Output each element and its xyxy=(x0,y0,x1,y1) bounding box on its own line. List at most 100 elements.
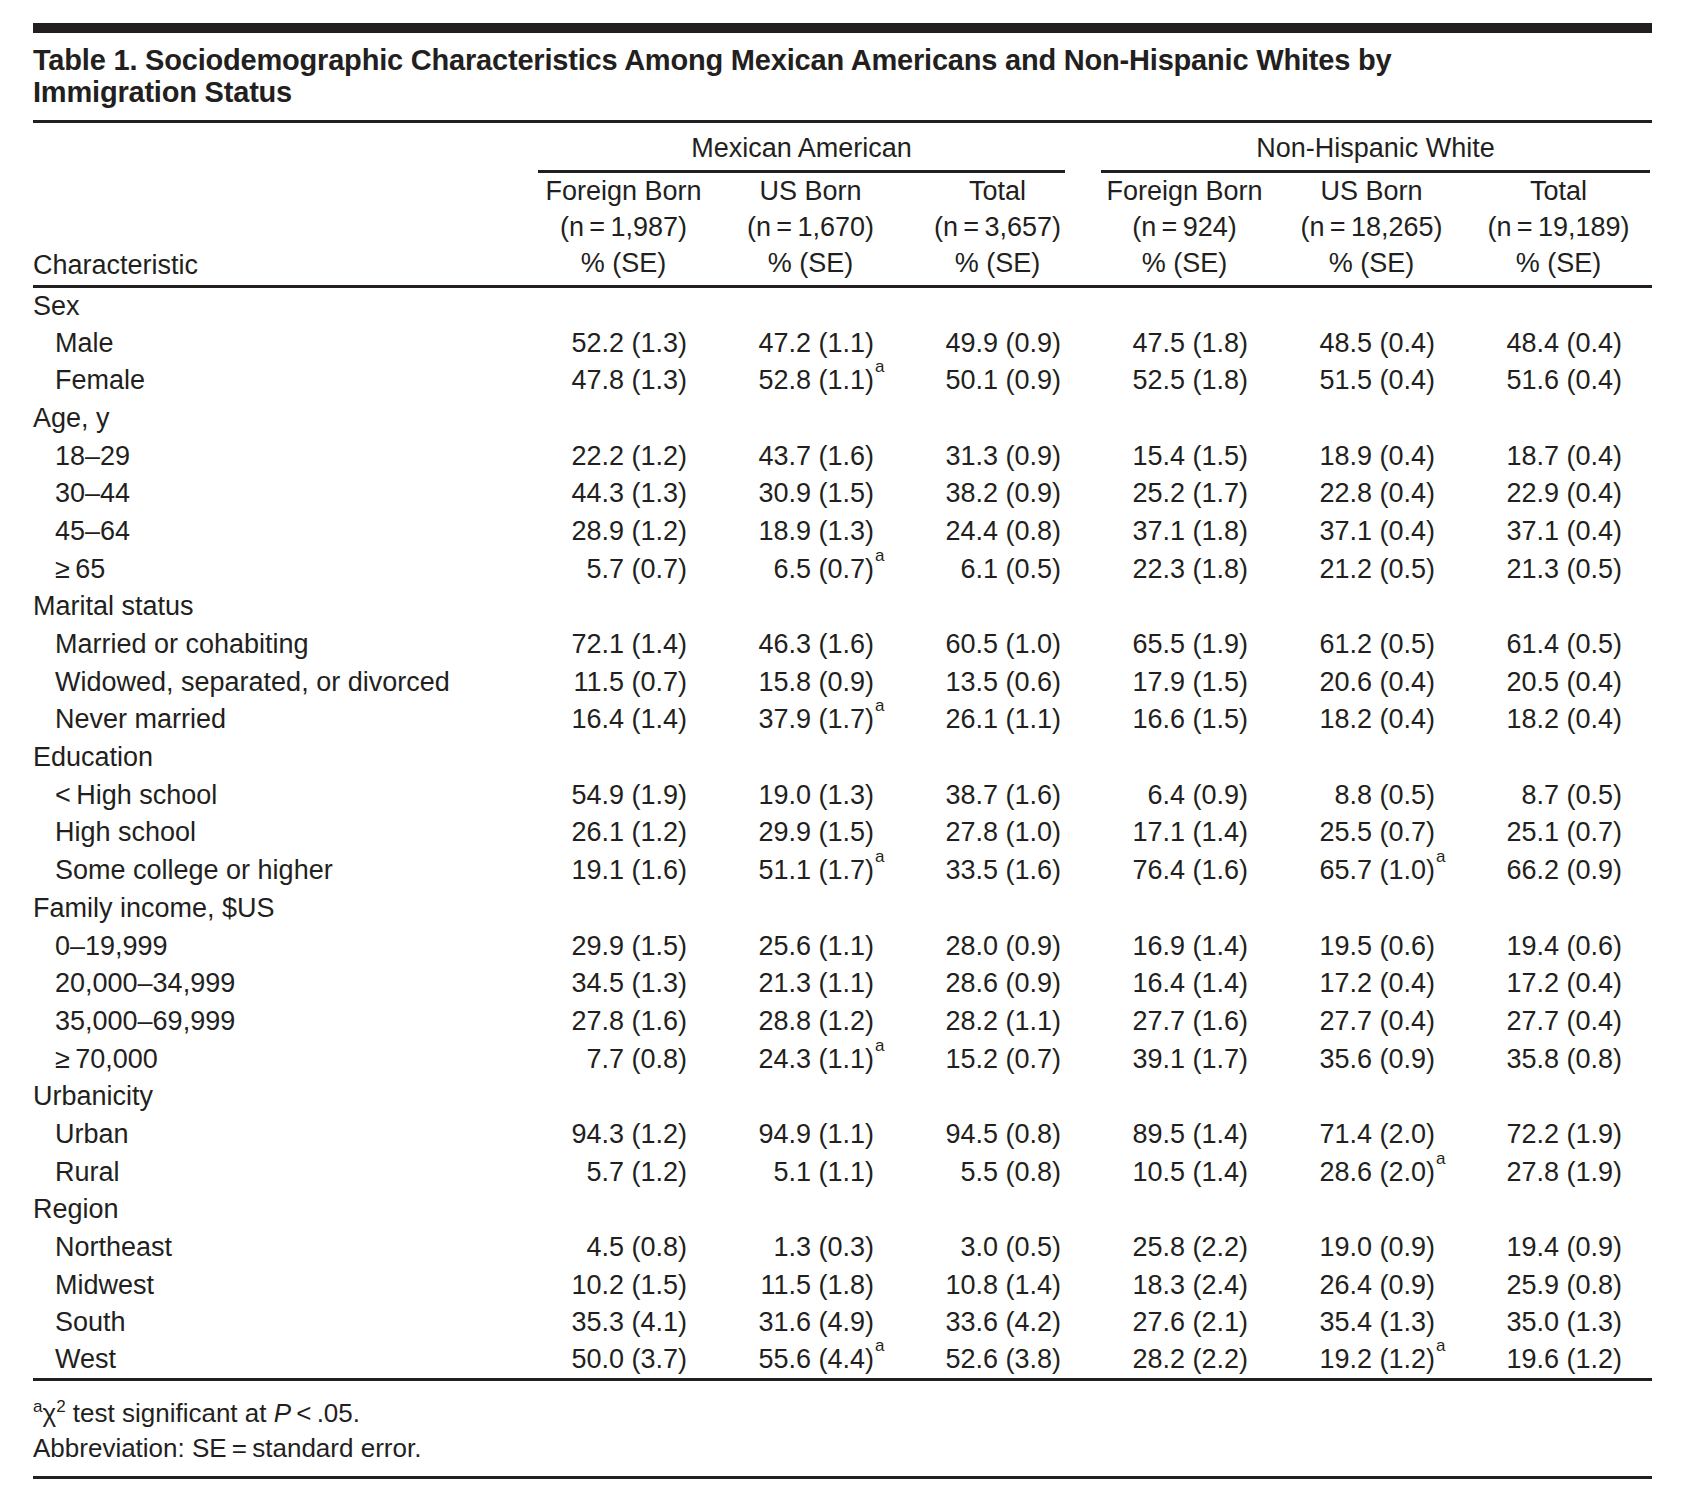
table-row: ≥ 655.7 (0.7)6.5 (0.7)a6.1 (0.5)22.3 (1.… xyxy=(33,550,1652,588)
column-label: Foreign Born xyxy=(1091,173,1278,209)
column-header-ma-total: Total (n = 3,657) % (SE) xyxy=(904,173,1091,287)
value-text: 38.7 (1.6) xyxy=(945,780,1061,810)
title-line-2: Immigration Status xyxy=(33,76,292,108)
value-cell: 3.0 (0.5) xyxy=(904,1229,1091,1267)
value-text: 25.5 (0.7) xyxy=(1319,817,1435,847)
section-row: Sex xyxy=(33,287,1652,325)
column-unit: % (SE) xyxy=(904,245,1091,281)
value-text: 34.5 (1.3) xyxy=(571,968,687,998)
value-cell: 19.1 (1.6) xyxy=(530,852,717,890)
value-text: 10.2 (1.5) xyxy=(571,1270,687,1300)
value-text: 37.9 (1.7)a xyxy=(758,704,874,734)
value-text: 1.3 (0.3) xyxy=(773,1232,874,1262)
value-text: 17.9 (1.5) xyxy=(1132,667,1248,697)
row-label: South xyxy=(33,1304,530,1342)
value-cell: 38.7 (1.6) xyxy=(904,776,1091,814)
value-text: 15.8 (0.9) xyxy=(758,667,874,697)
value-cell: 26.4 (0.9) xyxy=(1278,1266,1465,1304)
value-text: 24.3 (1.1)a xyxy=(758,1044,874,1074)
value-text: 19.0 (0.9) xyxy=(1319,1232,1435,1262)
value-cell: 21.3 (1.1) xyxy=(717,965,904,1003)
footnote-text: test significant at xyxy=(66,1398,274,1428)
value-text: 71.4 (2.0) xyxy=(1319,1119,1435,1149)
value-cell: 27.7 (0.4) xyxy=(1465,1003,1652,1041)
table-row: 35,000–69,99927.8 (1.6)28.8 (1.2)28.2 (1… xyxy=(33,1003,1652,1041)
value-text: 47.5 (1.8) xyxy=(1132,328,1248,358)
column-unit: % (SE) xyxy=(1465,245,1652,281)
value-cell: 50.0 (3.7) xyxy=(530,1342,717,1380)
value-cell: 19.0 (0.9) xyxy=(1278,1229,1465,1267)
value-text: 29.9 (1.5) xyxy=(758,817,874,847)
significance-marker: a xyxy=(1436,848,1445,865)
value-text: 16.6 (1.5) xyxy=(1132,704,1248,734)
value-cell: 18.9 (1.3) xyxy=(717,513,904,551)
value-cell: 51.5 (0.4) xyxy=(1278,362,1465,400)
value-cell: 5.7 (1.2) xyxy=(530,1153,717,1191)
column-header-nhw-foreign-born: Foreign Born (n = 924) % (SE) xyxy=(1091,173,1278,287)
value-text: 76.4 (1.6) xyxy=(1132,855,1248,885)
top-rule xyxy=(33,23,1652,33)
value-text: 25.1 (0.7) xyxy=(1506,817,1622,847)
value-cell: 94.3 (1.2) xyxy=(530,1116,717,1154)
chi-exponent: 2 xyxy=(56,1397,65,1416)
page: Table 1. Sociodemographic Characteristic… xyxy=(0,0,1685,1479)
value-text: 26.4 (0.9) xyxy=(1319,1270,1435,1300)
value-cell: 11.5 (0.7) xyxy=(530,663,717,701)
value-cell: 5.1 (1.1) xyxy=(717,1153,904,1191)
group-header-spacer xyxy=(33,123,530,173)
value-cell: 19.4 (0.9) xyxy=(1465,1229,1652,1267)
value-text: 50.1 (0.9) xyxy=(945,365,1061,395)
value-cell: 48.5 (0.4) xyxy=(1278,324,1465,362)
value-cell: 20.6 (0.4) xyxy=(1278,663,1465,701)
value-cell: 72.2 (1.9) xyxy=(1465,1116,1652,1154)
value-cell: 18.2 (0.4) xyxy=(1278,701,1465,739)
value-cell: 21.3 (0.5) xyxy=(1465,550,1652,588)
significance-marker: a xyxy=(875,358,884,375)
value-cell: 89.5 (1.4) xyxy=(1091,1116,1278,1154)
value-cell: 16.6 (1.5) xyxy=(1091,701,1278,739)
value-cell: 5.5 (0.8) xyxy=(904,1153,1091,1191)
value-text: 89.5 (1.4) xyxy=(1132,1119,1248,1149)
value-text: 54.9 (1.9) xyxy=(571,780,687,810)
value-text: 21.2 (0.5) xyxy=(1319,554,1435,584)
value-text: 22.2 (1.2) xyxy=(571,441,687,471)
value-text: 19.0 (1.3) xyxy=(758,780,874,810)
value-cell: 30.9 (1.5) xyxy=(717,475,904,513)
value-text: 61.4 (0.5) xyxy=(1506,629,1622,659)
value-text: 51.5 (0.4) xyxy=(1319,365,1435,395)
column-n: (n = 1,670) xyxy=(717,209,904,245)
row-label: Married or cohabiting xyxy=(33,626,530,664)
value-cell: 18.9 (0.4) xyxy=(1278,437,1465,475)
value-text: 27.8 (1.9) xyxy=(1506,1157,1622,1187)
value-text: 27.7 (0.4) xyxy=(1319,1006,1435,1036)
value-cell: 27.8 (1.0) xyxy=(904,814,1091,852)
value-text: 47.8 (1.3) xyxy=(571,365,687,395)
value-cell: 43.7 (1.6) xyxy=(717,437,904,475)
row-label: 45–64 xyxy=(33,513,530,551)
value-cell: 28.0 (0.9) xyxy=(904,927,1091,965)
value-cell: 29.9 (1.5) xyxy=(530,927,717,965)
value-cell: 17.2 (0.4) xyxy=(1278,965,1465,1003)
table-row: Female47.8 (1.3)52.8 (1.1)a50.1 (0.9)52.… xyxy=(33,362,1652,400)
group-header-row: Mexican American Non-Hispanic White xyxy=(33,123,1652,173)
value-cell: 25.9 (0.8) xyxy=(1465,1266,1652,1304)
group-label: Mexican American xyxy=(538,135,1065,173)
value-text: 33.5 (1.6) xyxy=(945,855,1061,885)
value-text: 39.1 (1.7) xyxy=(1132,1044,1248,1074)
value-text: 11.5 (0.7) xyxy=(573,667,687,697)
column-header-ma-foreign-born: Foreign Born (n = 1,987) % (SE) xyxy=(530,173,717,287)
value-text: 18.7 (0.4) xyxy=(1506,441,1622,471)
value-cell: 15.2 (0.7) xyxy=(904,1040,1091,1078)
value-cell: 47.5 (1.8) xyxy=(1091,324,1278,362)
value-text: 48.5 (0.4) xyxy=(1319,328,1435,358)
value-cell: 65.5 (1.9) xyxy=(1091,626,1278,664)
row-label: 20,000–34,999 xyxy=(33,965,530,1003)
value-cell: 28.6 (2.0)a xyxy=(1278,1153,1465,1191)
value-text: 27.8 (1.0) xyxy=(945,817,1061,847)
value-text: 52.5 (1.8) xyxy=(1132,365,1248,395)
value-text: 46.3 (1.6) xyxy=(758,629,874,659)
value-cell: 60.5 (1.0) xyxy=(904,626,1091,664)
value-text: 4.5 (0.8) xyxy=(586,1232,687,1262)
group-header-non-hispanic-white: Non-Hispanic White xyxy=(1091,123,1652,173)
value-cell: 19.6 (1.2) xyxy=(1465,1342,1652,1380)
